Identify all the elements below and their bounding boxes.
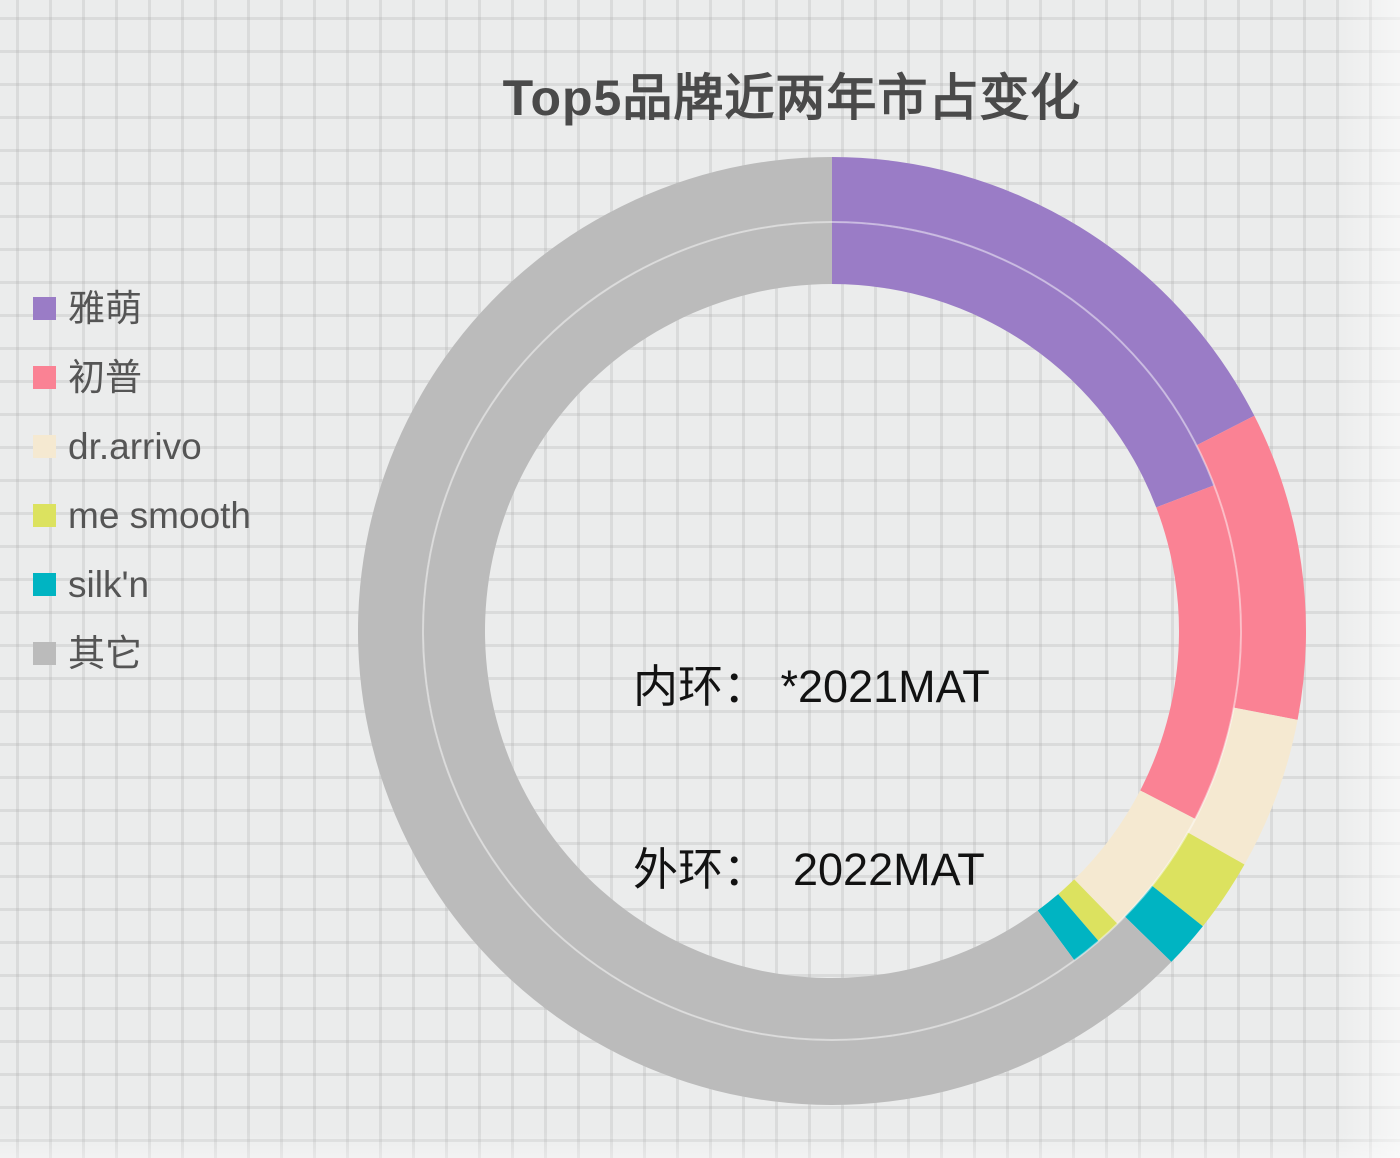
legend-swatch xyxy=(33,503,56,527)
inner-ring-segment-3 xyxy=(1058,879,1118,942)
legend-label: me smooth xyxy=(68,494,252,536)
ring-separator xyxy=(422,221,1242,1041)
legend-swatch xyxy=(33,572,56,596)
legend-item-other: 其它 xyxy=(33,630,251,676)
outer-ring-segment-2 xyxy=(1187,707,1298,865)
legend-swatch xyxy=(33,365,56,389)
legend-label: 初普 xyxy=(68,356,142,398)
inner-ring-segment-0 xyxy=(832,222,1215,508)
legend-item-chupu: 初普 xyxy=(33,354,251,400)
legend-item-me-smooth: me smooth xyxy=(33,492,251,538)
legend-item-dr-arrivo: dr.arrivo xyxy=(33,423,251,469)
legend-label: dr.arrivo xyxy=(68,425,202,467)
ring-annotation: 内环： *2021MAT 外环： 2022MAT xyxy=(633,534,990,1022)
chart-title: Top5品牌近两年市占变化 xyxy=(502,70,1082,126)
legend-label: 其它 xyxy=(68,632,142,674)
inner-ring-segment-4 xyxy=(1037,894,1099,961)
legend-swatch xyxy=(33,434,56,458)
outer-ring-segment-5 xyxy=(357,157,1172,1105)
legend-item-silkn: silk'n xyxy=(33,561,251,607)
outer-ring-segment-3 xyxy=(1152,832,1245,927)
legend-swatch xyxy=(33,296,56,320)
outer-ring-segment-0 xyxy=(832,157,1255,446)
chart-legend: 雅萌 初普 dr.arrivo me smooth silk'n 其它 xyxy=(33,285,251,699)
inner-ring-segment-2 xyxy=(1074,790,1196,924)
legend-item-yameng: 雅萌 xyxy=(33,285,251,331)
legend-label: silk'n xyxy=(68,563,150,605)
outer-ring-annotation-line: 外环： 2022MAT xyxy=(633,844,985,895)
legend-swatch xyxy=(33,641,56,665)
outer-ring-segment-1 xyxy=(1196,415,1306,720)
legend-label: 雅萌 xyxy=(68,287,142,329)
outer-ring-segment-4 xyxy=(1124,885,1203,962)
inner-ring-segment-5 xyxy=(423,222,1075,1040)
inner-ring-segment-1 xyxy=(1140,485,1242,819)
inner-ring-annotation-line: 内环： *2021MAT xyxy=(633,661,990,712)
